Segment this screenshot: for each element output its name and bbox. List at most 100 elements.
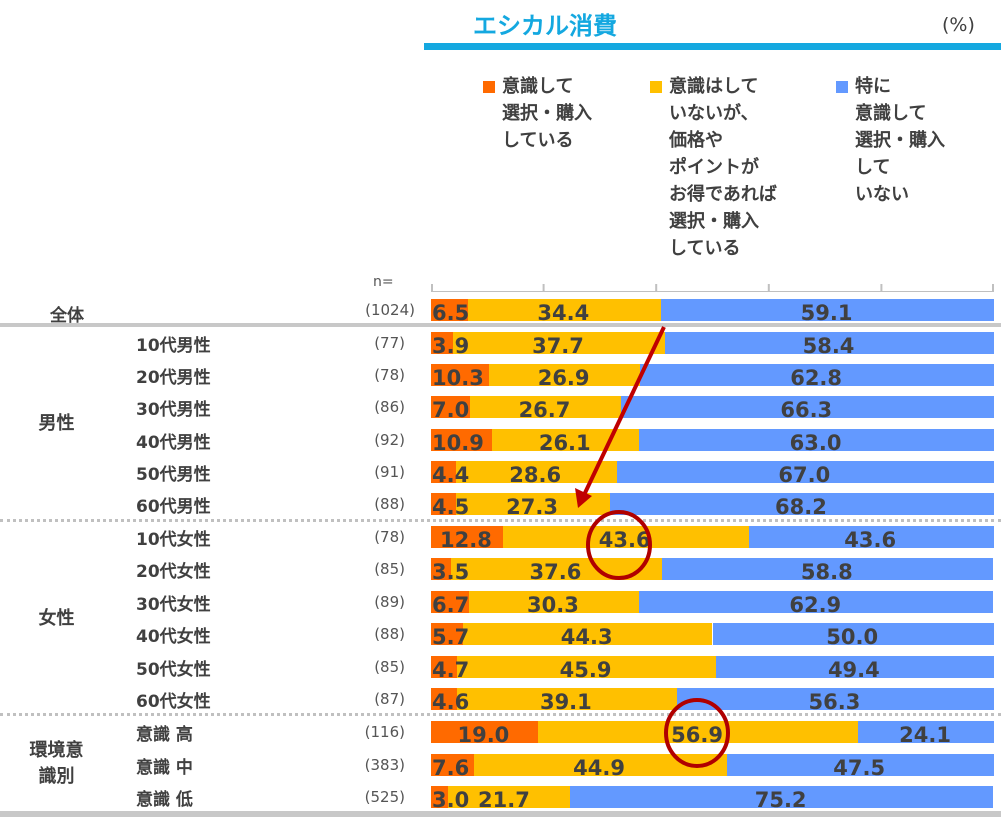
group-label-awareness: 環境意 識別 [29, 740, 84, 787]
data-label: 59.1 [800, 301, 853, 325]
bar-segment-conscious [431, 364, 489, 386]
legend-swatch-blue [836, 81, 848, 93]
bar-segment-price-driven [447, 786, 571, 808]
bar-segment-conscious [431, 299, 468, 321]
bar-segment-not-conscious [677, 688, 994, 710]
bar-segment-conscious [431, 396, 471, 418]
data-label: 62.9 [789, 593, 842, 617]
data-label: 21.7 [478, 788, 530, 812]
bar-segment-not-conscious [715, 656, 994, 678]
data-label: 26.7 [518, 398, 571, 422]
title-underline [424, 43, 1001, 50]
data-label: 47.5 [833, 756, 886, 780]
bar-segment-price-driven [468, 591, 640, 613]
bar-segment-not-conscious [570, 786, 994, 808]
data-label: 19.0 [457, 723, 510, 747]
bar-segment-conscious [431, 558, 451, 580]
row-label: 50代男性 [136, 465, 211, 485]
legend-label: 意識はして いないが、 価格や ポイントが お得であれば 選択・購入 している [669, 76, 777, 259]
data-label: 37.7 [532, 334, 584, 358]
bar-segment-conscious [431, 332, 453, 354]
data-label: 68.2 [775, 495, 827, 519]
data-label: 43.6 [844, 528, 897, 552]
sample-size: (86) [374, 398, 405, 416]
data-label: 56.9 [671, 723, 723, 747]
bar-segment-conscious [431, 754, 474, 776]
data-label: 7.0 [432, 398, 470, 422]
data-label: 12.8 [440, 528, 492, 552]
sample-size: (78) [374, 366, 405, 384]
data-label: 10.9 [432, 431, 484, 455]
data-label: 3.9 [432, 334, 470, 358]
group-box-female: 女性 [11, 530, 102, 708]
sample-size: (1024) [365, 301, 415, 319]
data-label: 66.3 [780, 398, 833, 422]
sample-size: (87) [374, 690, 405, 708]
bar-segment-price-driven [463, 623, 713, 645]
data-label: 58.8 [800, 560, 853, 584]
data-label: 34.4 [537, 301, 590, 325]
sample-size: (88) [374, 495, 405, 513]
bar-segment-not-conscious [661, 299, 994, 321]
sample-size: (78) [374, 528, 405, 546]
bar-segment-price-driven [456, 688, 678, 710]
data-label: 37.6 [529, 560, 582, 584]
data-label: 3.5 [432, 560, 470, 584]
data-label: 4.6 [432, 690, 470, 714]
row-label: 10代男性 [136, 336, 211, 356]
bar-segment-not-conscious [748, 526, 994, 548]
row-label: 40代男性 [136, 433, 211, 453]
separator-total [0, 323, 1001, 327]
bar-segment-not-conscious [639, 591, 994, 613]
data-label: 3.0 [432, 788, 470, 812]
data-label: 49.4 [827, 658, 880, 682]
sample-size: (116) [364, 723, 405, 741]
sample-size: (85) [374, 658, 405, 676]
data-label: 44.9 [573, 756, 625, 780]
data-label: 27.3 [506, 495, 558, 519]
row-label: 20代女性 [136, 562, 211, 582]
data-label: 67.0 [778, 463, 831, 487]
row-label: 意識 中 [136, 758, 193, 778]
bar-segment-not-conscious [726, 754, 994, 776]
data-label: 26.1 [538, 431, 591, 455]
data-label: 39.1 [539, 690, 592, 714]
data-label: 4.7 [432, 658, 470, 682]
bar-segment-price-driven [473, 754, 727, 776]
sample-size: (91) [374, 463, 405, 481]
bar-segment-price-driven [456, 493, 611, 515]
bar-segment-conscious [431, 591, 469, 613]
row-label: 全体 [50, 306, 84, 326]
legend-swatch-yellow [650, 81, 662, 93]
row-label: 意識 低 [136, 790, 193, 810]
group-box-awareness: 環境意 識別 [11, 723, 102, 805]
sample-size: (77) [374, 334, 405, 352]
bar-segment-conscious [431, 688, 457, 710]
row-label: 60代男性 [136, 497, 211, 517]
bar-segment-conscious [431, 786, 448, 808]
row-label: 20代男性 [136, 368, 211, 388]
bar-segment-not-conscious [620, 396, 994, 418]
separator-female-awareness [0, 713, 1001, 716]
data-label: 63.0 [789, 431, 842, 455]
row-label: 意識 高 [136, 725, 193, 745]
row-label: 10代女性 [136, 530, 211, 550]
data-label: 10.3 [432, 366, 484, 390]
bar-segment-conscious [431, 623, 464, 645]
legend-swatch-orange [483, 81, 495, 93]
bar-segment-conscious [431, 656, 458, 678]
sample-size: (92) [374, 431, 405, 449]
row-label: 30代男性 [136, 400, 211, 420]
bar-segment-conscious [431, 429, 493, 451]
sample-size: (89) [374, 593, 405, 611]
bar-segment-conscious [431, 526, 504, 548]
bar-segment-conscious [431, 493, 457, 515]
sample-size: (88) [374, 625, 405, 643]
data-label: 4.4 [432, 463, 470, 487]
data-label: 4.5 [432, 495, 470, 519]
bar-segment-price-driven [457, 656, 716, 678]
bar-segment-conscious [431, 721, 538, 743]
sample-size: (383) [364, 756, 405, 774]
unit-label: (%) [942, 14, 975, 36]
x-axis [431, 284, 994, 292]
